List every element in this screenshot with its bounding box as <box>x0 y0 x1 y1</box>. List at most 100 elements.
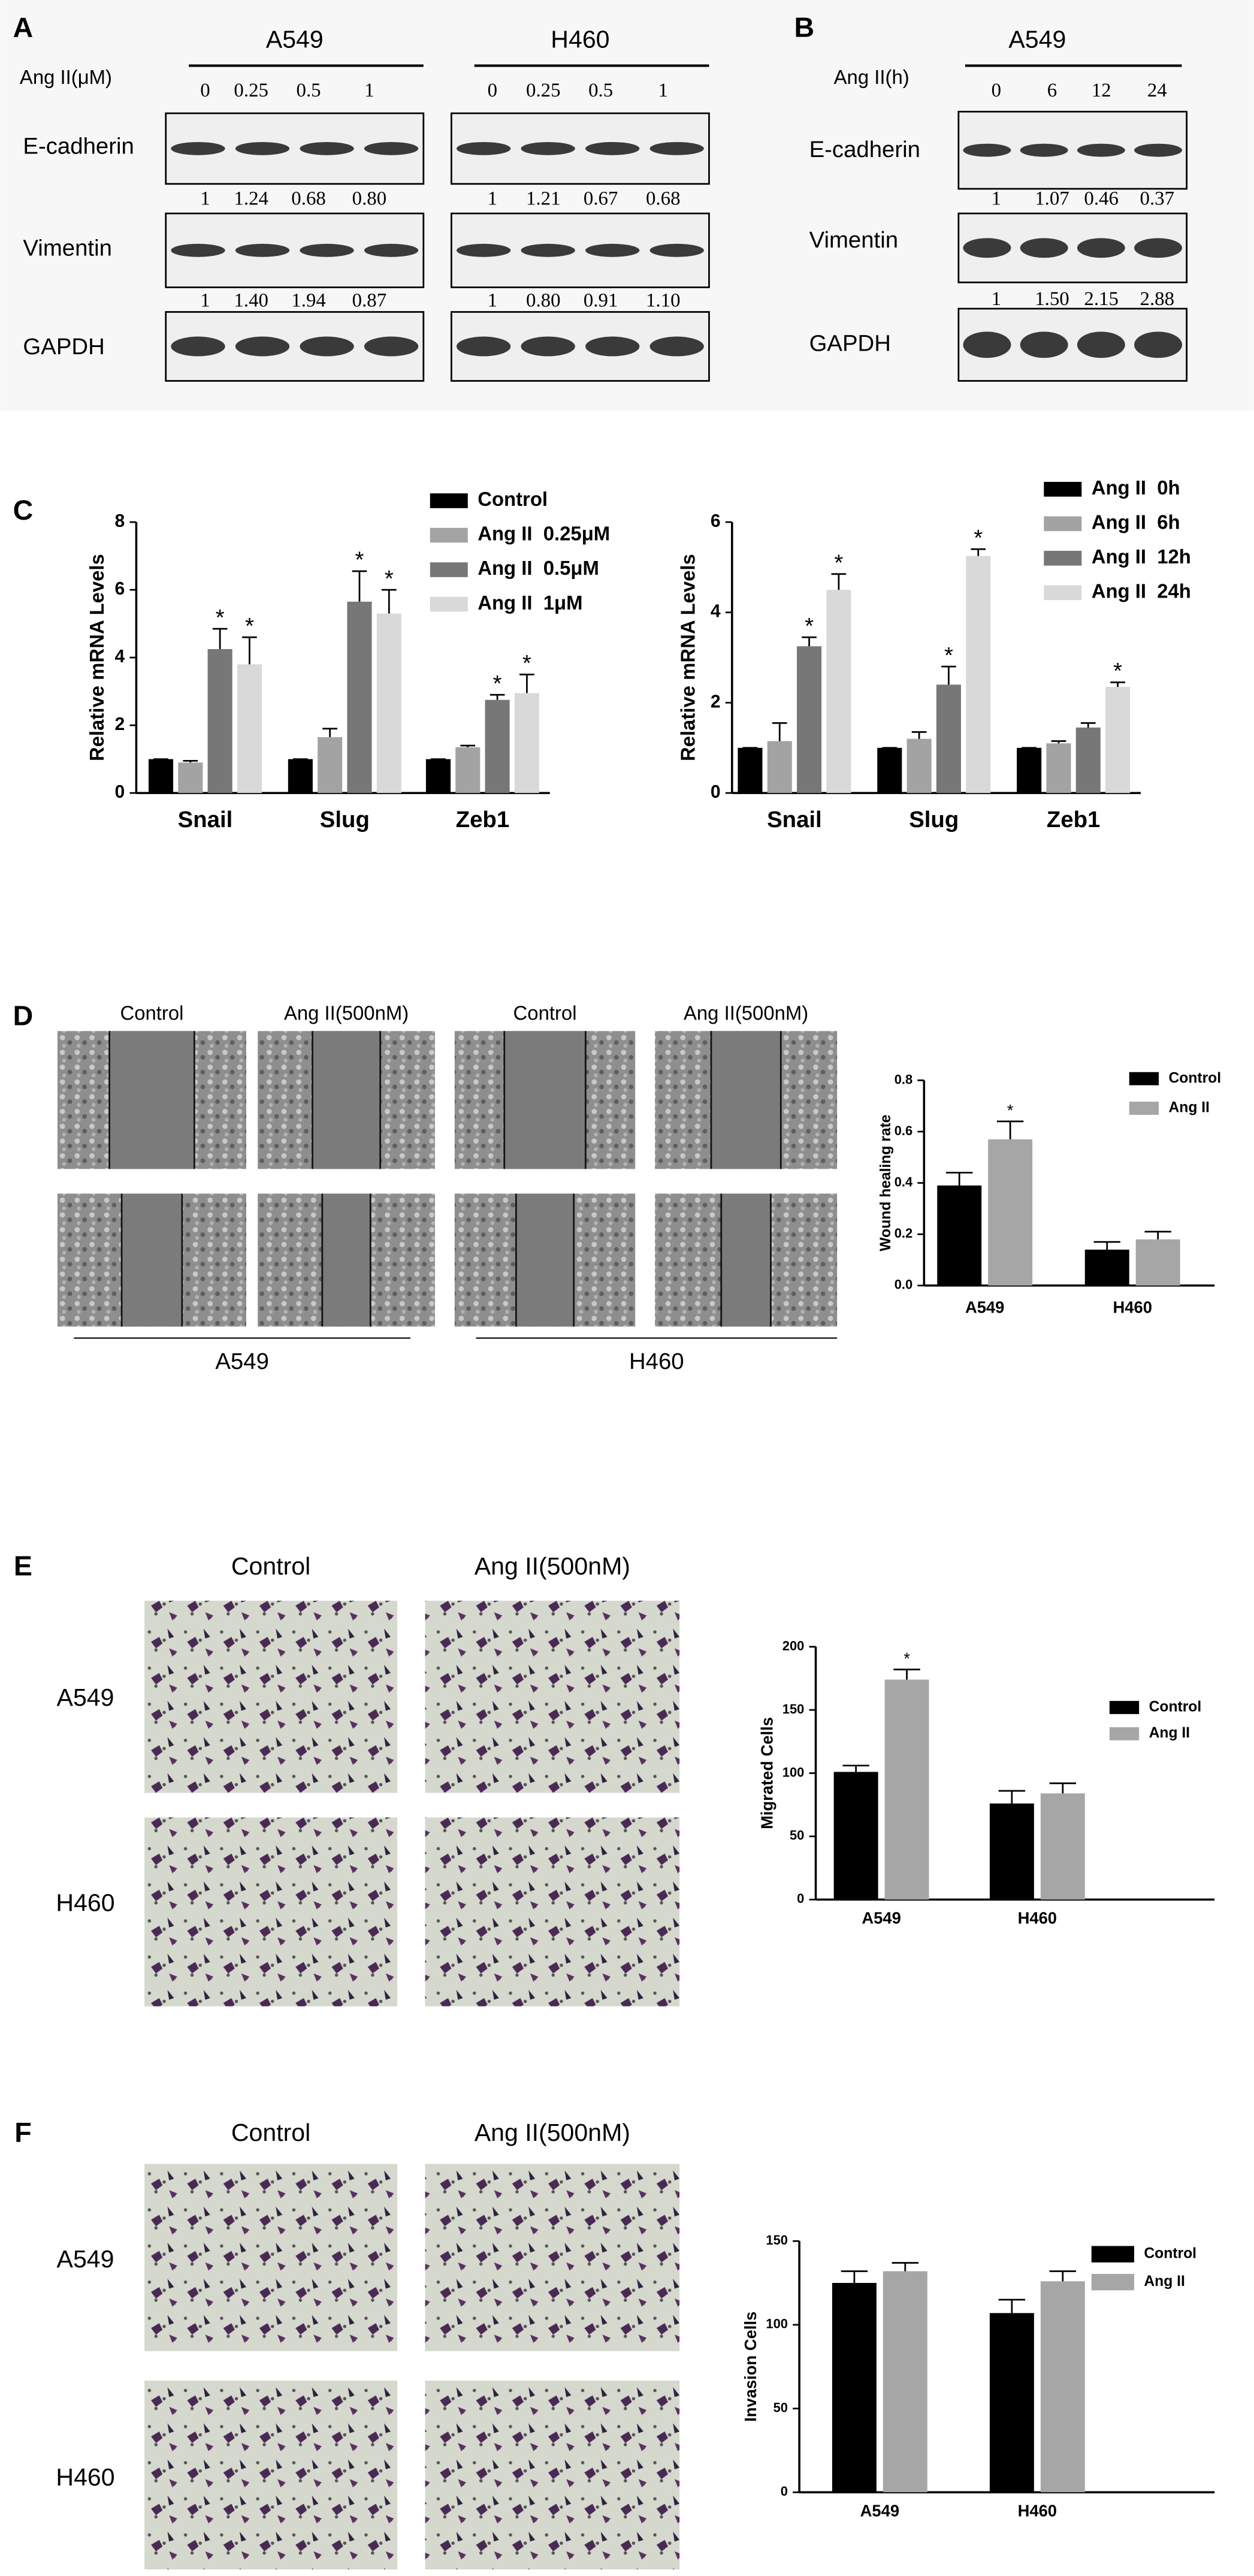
legend-swatch <box>1091 2246 1134 2263</box>
lane-label: 0.25 <box>526 80 561 101</box>
y-tick-label: 50 <box>773 2400 788 2415</box>
legend-swatch <box>1109 1700 1140 1714</box>
wound-gap <box>721 1193 771 1327</box>
column-label: Control <box>513 1002 577 1024</box>
legend-swatch <box>430 562 468 577</box>
legend-label: Ang II 12h <box>1092 545 1191 568</box>
blot-band <box>235 336 290 357</box>
bar <box>738 747 763 794</box>
bar <box>883 2271 927 2493</box>
y-tick-label: 150 <box>766 2233 788 2248</box>
legend-label: Ang II 0.5μM <box>478 557 599 579</box>
wound-gap <box>122 1193 182 1327</box>
blot-band <box>456 243 511 257</box>
blot-band <box>1020 331 1068 358</box>
legend-swatch <box>1044 481 1082 497</box>
quantification: 1.24 <box>234 188 268 210</box>
significance-mark: * <box>974 525 983 551</box>
bar <box>1040 1793 1085 1900</box>
legend-label: Control <box>1168 1070 1221 1086</box>
blot-band <box>235 141 290 155</box>
wound-gap <box>109 1031 195 1169</box>
blot-band <box>649 243 704 257</box>
legend-swatch <box>1044 585 1082 601</box>
blot-band <box>456 336 511 357</box>
lane-label: 0 <box>992 80 1001 101</box>
blot-band <box>1020 238 1068 258</box>
legend-label: Control <box>1149 1699 1202 1715</box>
column-label: Control <box>120 1002 183 1024</box>
bar <box>455 747 481 794</box>
wound-gap <box>516 1193 574 1327</box>
quantification: 1 <box>200 290 210 312</box>
lane-label: 0 <box>488 80 497 101</box>
significance-mark: * <box>245 613 254 639</box>
bar <box>833 1772 878 1900</box>
quantification: 1 <box>488 290 497 312</box>
legend-label: Ang II 1μM <box>478 592 582 614</box>
error-bar <box>1110 681 1125 687</box>
panel-label: D <box>13 1000 34 1031</box>
bar <box>832 2283 877 2493</box>
dose-label: Ang II(h) <box>834 66 909 88</box>
column-label: Ang II(500nM) <box>475 1552 630 1580</box>
quantification: 0.37 <box>1140 188 1175 210</box>
blot-band <box>364 243 419 257</box>
blot-band <box>1134 331 1182 358</box>
blot-band <box>456 141 511 155</box>
y-axis-label: Relative mRNA Levels <box>86 554 108 761</box>
error-bar <box>489 693 505 700</box>
y-tick-label: 2 <box>711 692 721 711</box>
x-tick-label: H460 <box>1113 1298 1152 1316</box>
error-bar <box>183 760 198 763</box>
quantification: 1.07 <box>1035 188 1069 210</box>
blot-band <box>364 141 419 155</box>
blot-band <box>963 331 1011 358</box>
column-label: Ang II(500nM) <box>284 1002 409 1024</box>
quantification: 2.88 <box>1140 288 1175 310</box>
quantification: 0.91 <box>584 290 618 312</box>
y-tick-label: 6 <box>711 511 721 531</box>
x-tick-label: Zeb1 <box>1047 807 1101 832</box>
error-bar <box>1093 1241 1120 1250</box>
blot-band <box>364 336 419 357</box>
bar <box>1135 1239 1180 1286</box>
error-bar <box>971 548 986 556</box>
error-bar <box>998 2299 1026 2313</box>
y-axis-label: Migrated Cells <box>757 1717 776 1829</box>
legend-label: Ang II <box>1144 2273 1184 2290</box>
y-tick-label: 0 <box>115 782 125 802</box>
blot-band <box>1134 238 1182 258</box>
microscopy-image <box>425 2381 680 2570</box>
bar <box>989 2313 1034 2493</box>
legend-label: Ang II <box>1149 1725 1190 1741</box>
blot-band <box>963 143 1011 157</box>
x-tick-label: A549 <box>965 1298 1004 1316</box>
error-bar <box>996 1120 1024 1139</box>
blot-band <box>1020 143 1068 157</box>
significance-mark: * <box>1007 1101 1014 1120</box>
bar <box>797 646 822 794</box>
blot-band <box>585 141 640 155</box>
legend-label: Control <box>478 488 548 510</box>
significance-mark: * <box>493 671 502 696</box>
group-label: H460 <box>629 1349 684 1374</box>
bar <box>826 590 851 794</box>
y-tick-label: 0 <box>781 2484 788 2499</box>
row-label: H460 <box>56 1889 114 1916</box>
blot-band <box>235 243 290 257</box>
error-bar <box>802 636 817 647</box>
error-bar <box>1144 1230 1171 1239</box>
y-tick-label: 50 <box>790 1828 804 1843</box>
lane-label: 1 <box>658 80 668 101</box>
quantification: 1.10 <box>646 290 681 312</box>
error-bar <box>1051 740 1066 744</box>
x-tick-label: Slug <box>320 807 370 832</box>
y-tick-label: 100 <box>782 1764 805 1779</box>
quantification: 0.46 <box>1084 188 1119 210</box>
bar <box>178 762 203 794</box>
microscopy-image <box>144 2164 397 2351</box>
blot-band <box>300 141 354 155</box>
bar <box>906 738 932 794</box>
